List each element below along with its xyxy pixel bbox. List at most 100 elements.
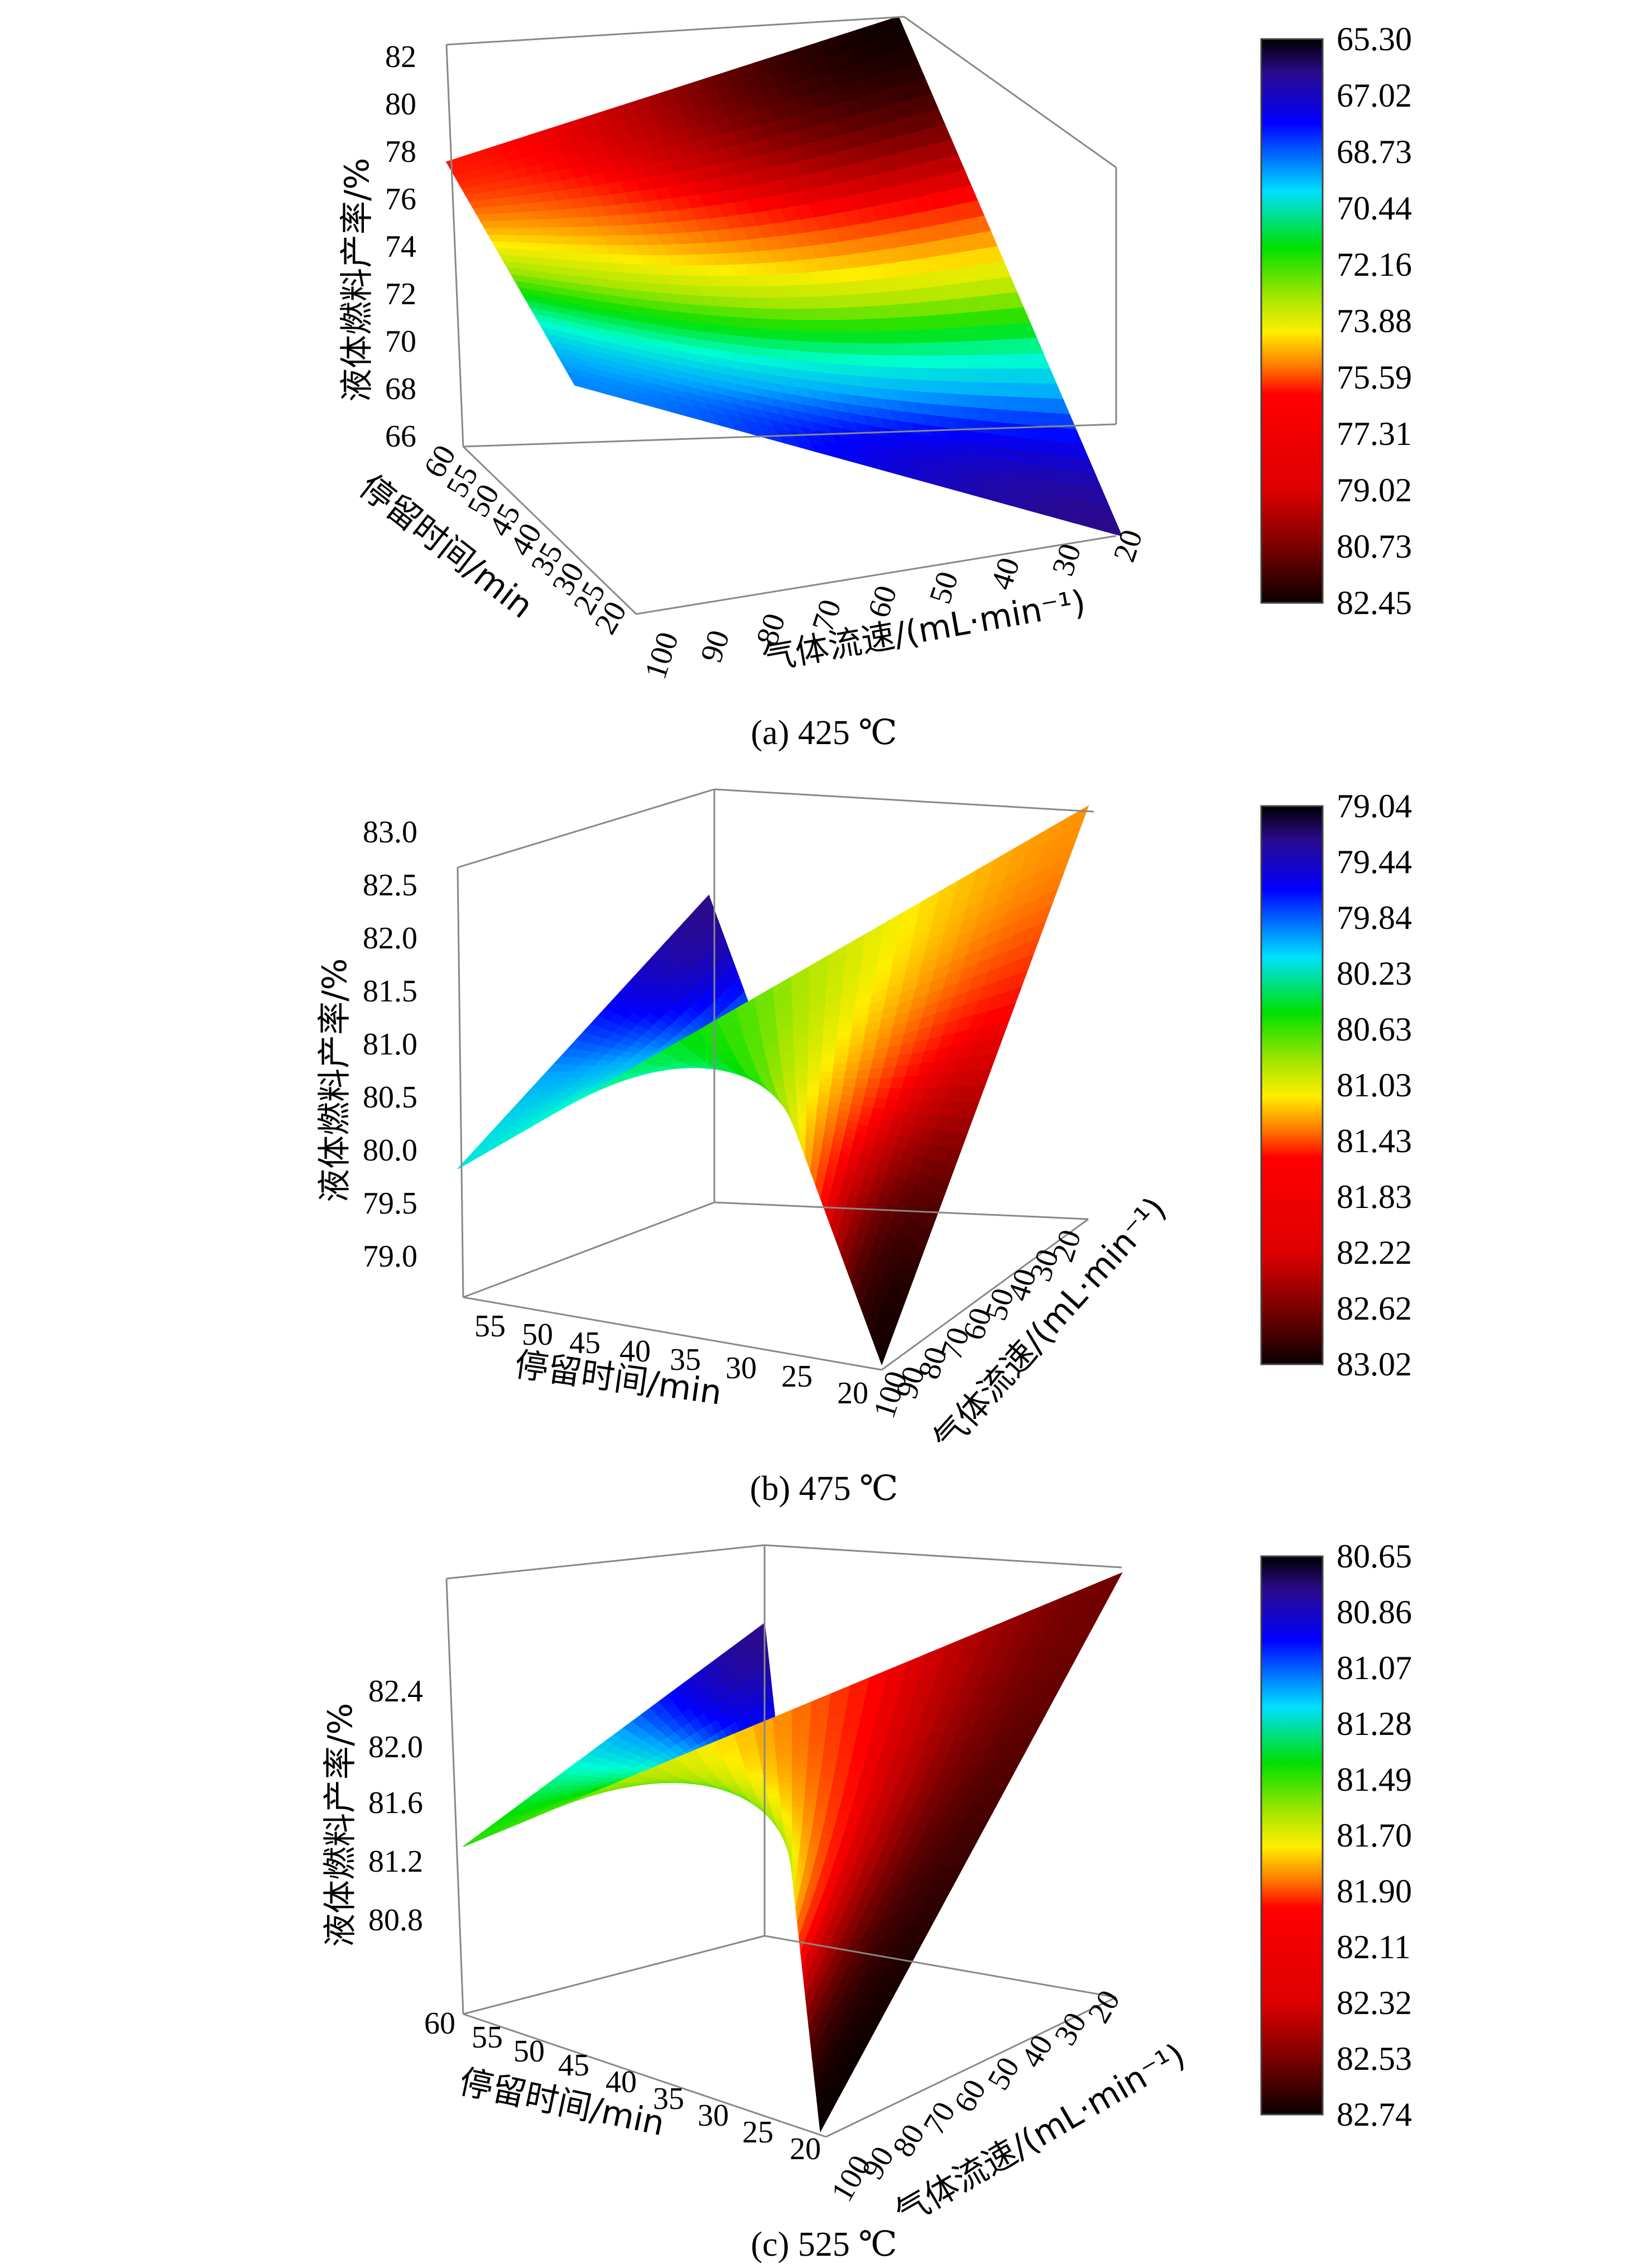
box-lines-b bbox=[457, 788, 1094, 1371]
surface-cell bbox=[819, 1078, 833, 1086]
colorbar-tick-label: 67.02 bbox=[1337, 77, 1412, 114]
colorbar-tick-label: 79.04 bbox=[1337, 788, 1412, 824]
colorbar-tick-label: 70.44 bbox=[1337, 190, 1412, 227]
colorbar-tick-label: 81.07 bbox=[1337, 1650, 1412, 1686]
colorbar-tick-label: 65.30 bbox=[1337, 21, 1412, 57]
y-tick: 20 bbox=[837, 1376, 868, 1411]
surface-grid-b bbox=[457, 805, 1089, 1366]
z-tick: 82.5 bbox=[363, 868, 417, 903]
surface-cell bbox=[816, 1795, 831, 1804]
chart-panel-a: 82 80 78 76 74 72 70 68 66 液体燃料产率/% 60 5… bbox=[0, 0, 1648, 756]
z-tick: 79.0 bbox=[363, 1239, 417, 1274]
surface-cell bbox=[832, 1070, 847, 1079]
colorbar-tick-label: 73.88 bbox=[1337, 303, 1412, 339]
surface-cell bbox=[766, 1788, 781, 1795]
y-tick: 45 bbox=[558, 2048, 589, 2083]
colorbar-tick-label: 82.53 bbox=[1337, 2040, 1412, 2077]
colorbar-tick-label: 72.16 bbox=[1337, 246, 1412, 283]
surface-cell bbox=[779, 1788, 793, 1795]
colorbar-tick-label: 75.59 bbox=[1337, 359, 1412, 396]
colorbar-tick-label: 80.73 bbox=[1337, 528, 1412, 565]
caption-c: (c) 525 ℃ bbox=[751, 2226, 897, 2264]
colorbar-a: 65.30 67.02 68.73 70.44 72.16 73.88 75.59 77.31… bbox=[1260, 21, 1412, 621]
z-tick: 82.0 bbox=[363, 921, 417, 956]
colorbar-rect-a bbox=[1260, 38, 1324, 604]
z-tick: 66 bbox=[385, 419, 416, 454]
chart-svg-a: 82 80 78 76 74 72 70 68 66 液体燃料产率/% 60 5… bbox=[338, 16, 1412, 683]
chart-panel-c: 82.4 82.0 81.6 81.2 80.8 液体燃料产率/% 60 55 … bbox=[0, 1512, 1648, 2267]
chart-panel-b: 83.0 82.5 82.0 81.5 81.0 80.5 80.0 79.5 … bbox=[0, 756, 1648, 1512]
y-tick: 60 bbox=[424, 2006, 455, 2041]
z-tick: 81.0 bbox=[363, 1027, 417, 1062]
y-tick: 30 bbox=[698, 2098, 729, 2133]
y-tick: 25 bbox=[742, 2115, 773, 2150]
surface-cell bbox=[770, 1071, 784, 1077]
colorbar-tick-label: 82.11 bbox=[1337, 1929, 1411, 1965]
z-tick: 81.2 bbox=[368, 1844, 423, 1879]
y-tick: 30 bbox=[725, 1351, 757, 1385]
surface-cell bbox=[795, 1077, 809, 1085]
z-axis-label-c: 液体燃料产率/% bbox=[321, 1703, 360, 1947]
colorbar-rect-b bbox=[1260, 805, 1324, 1365]
colorbar-tick-label: 82.45 bbox=[1337, 584, 1412, 621]
surface-cell bbox=[737, 1783, 754, 1788]
colorbar-tick-label: 81.03 bbox=[1337, 1067, 1412, 1104]
colorbar-tick-label: 77.31 bbox=[1337, 415, 1412, 452]
z-tick: 81.6 bbox=[368, 1786, 423, 1820]
surface-cell bbox=[804, 1795, 818, 1804]
z-tick: 74 bbox=[385, 229, 416, 264]
colorbar-tick-label: 82.74 bbox=[1337, 2096, 1412, 2133]
y-tick: 50 bbox=[522, 1317, 553, 1352]
z-tick: 83.0 bbox=[363, 815, 417, 850]
y-axis-ticks-c: 60 55 50 45 40 35 30 25 20 bbox=[424, 2006, 821, 2166]
z-tick: 81.5 bbox=[363, 974, 417, 1009]
y-tick: 25 bbox=[781, 1359, 813, 1394]
x-tick: 50 bbox=[923, 568, 965, 608]
colorbar-tick-label: 82.22 bbox=[1337, 1234, 1412, 1271]
surface-cell bbox=[844, 1069, 859, 1079]
colorbar-tick-label: 83.02 bbox=[1337, 1346, 1412, 1383]
z-tick: 80.5 bbox=[363, 1080, 417, 1115]
colorbar-tick-label: 79.02 bbox=[1337, 472, 1412, 509]
z-tick: 68 bbox=[385, 372, 416, 406]
z-tick: 80.8 bbox=[368, 1903, 423, 1938]
z-axis-ticks-c: 82.4 82.0 81.6 81.2 80.8 bbox=[368, 1674, 423, 1938]
colorbar-c: 80.65 80.86 81.07 81.28 81.49 81.70 81.90 82.11… bbox=[1260, 1538, 1412, 2133]
surface-cell bbox=[819, 1071, 834, 1079]
x-tick: 40 bbox=[984, 554, 1026, 594]
y-axis-ticks-b: 55 50 45 40 35 30 25 20 bbox=[474, 1309, 868, 1411]
surface-cell bbox=[792, 1794, 806, 1802]
colorbar-tick-label: 82.32 bbox=[1337, 1984, 1412, 2021]
surface-cell bbox=[792, 1788, 806, 1796]
chart-svg-b: 83.0 82.5 82.0 81.5 81.0 80.5 80.0 79.5 … bbox=[315, 788, 1412, 1459]
colorbar-tick-label: 80.65 bbox=[1337, 1538, 1412, 1575]
z-tick: 78 bbox=[385, 135, 416, 169]
z-axis-ticks-b: 83.0 82.5 82.0 81.5 81.0 80.5 80.0 79.5 … bbox=[363, 815, 417, 1274]
surface-cell bbox=[804, 1788, 819, 1796]
surface-cell bbox=[843, 1078, 858, 1088]
surface-grid-c bbox=[463, 1572, 1123, 2133]
surface-grid-a bbox=[445, 16, 1123, 537]
y-tick: 50 bbox=[513, 2034, 545, 2069]
z-tick: 82 bbox=[385, 40, 416, 74]
colorbar-tick-label: 81.28 bbox=[1337, 1705, 1412, 1742]
colorbar-tick-label: 81.90 bbox=[1337, 1873, 1412, 1910]
colorbar-tick-label: 81.83 bbox=[1337, 1178, 1412, 1215]
colorbar-tick-label: 80.86 bbox=[1337, 1594, 1412, 1631]
surface-cell bbox=[463, 1832, 492, 1847]
colorbar-tick-label: 79.84 bbox=[1337, 899, 1412, 936]
surface-cell bbox=[815, 1802, 829, 1812]
caption-b: (b) 475 ℃ bbox=[749, 1470, 899, 1508]
colorbar-tick-label: 80.23 bbox=[1337, 955, 1412, 992]
z-axis-label-a: 液体燃料产率/% bbox=[338, 158, 377, 402]
z-tick: 80 bbox=[385, 87, 416, 122]
y-tick: 40 bbox=[606, 2065, 637, 2099]
colorbar-b: 79.04 79.44 79.84 80.23 80.63 81.03 81.43 81.83… bbox=[1260, 788, 1412, 1383]
surface-cell bbox=[830, 1078, 845, 1087]
caption-a: (a) 425 ℃ bbox=[751, 714, 897, 752]
x-tick: 100 bbox=[638, 628, 685, 683]
z-tick: 70 bbox=[385, 324, 416, 359]
surface-cell bbox=[782, 1072, 796, 1078]
z-tick: 76 bbox=[385, 182, 416, 217]
colorbar-tick-label: 81.49 bbox=[1337, 1761, 1412, 1798]
